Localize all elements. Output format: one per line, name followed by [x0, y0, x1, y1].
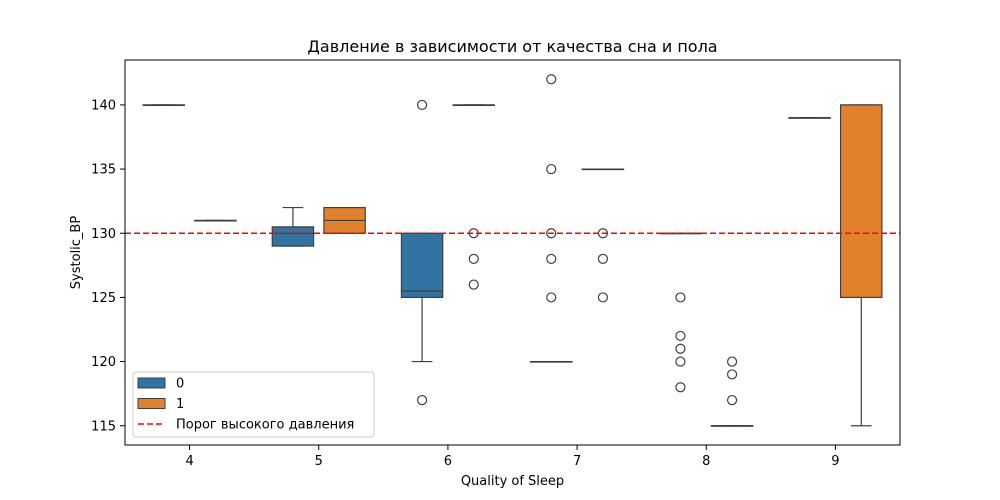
y-axis-label: Systolic_BP — [69, 216, 84, 290]
outlier-point — [675, 356, 686, 367]
legend-label: Порог высокого давления — [176, 418, 354, 433]
box-group — [142, 104, 186, 107]
outlier-point — [468, 253, 479, 265]
x-tick-label: 4 — [185, 454, 193, 469]
outlier-point — [416, 99, 428, 111]
outlier-point — [597, 253, 609, 265]
x-axis-label: Quality of Sleep — [461, 474, 564, 489]
outlier-point — [726, 356, 738, 367]
axes: 115 120 125 130 135 140 4 5 6 7 8 9 — [91, 98, 839, 469]
outlier-point — [675, 343, 686, 354]
chart-title: Давление в зависимости от качества сна и… — [307, 37, 717, 56]
outlier-point — [546, 253, 557, 265]
box-group — [581, 168, 625, 303]
y-tick-label: 115 — [91, 419, 116, 434]
outlier-point — [726, 369, 738, 380]
x-tick-label: 8 — [702, 454, 710, 469]
outlier-point — [675, 330, 686, 342]
outlier-point — [468, 279, 479, 290]
box — [839, 104, 883, 299]
outlier-point — [546, 292, 557, 303]
y-tick-label: 135 — [91, 163, 116, 178]
legend-box — [132, 371, 375, 438]
outlier-point — [675, 292, 686, 303]
box-group — [529, 74, 573, 363]
x-tick-label: 6 — [444, 454, 452, 469]
y-tick-label: 120 — [91, 355, 116, 370]
box-group — [710, 356, 754, 427]
x-tick-label: 5 — [315, 454, 323, 469]
outlier-point — [546, 163, 557, 175]
outlier-point — [546, 74, 557, 85]
plot-area — [125, 74, 900, 427]
x-tick-label: 7 — [573, 454, 581, 469]
box — [400, 232, 444, 299]
box — [271, 226, 315, 247]
box-group — [788, 117, 831, 119]
legend-swatch — [137, 398, 166, 409]
box-group — [839, 104, 883, 427]
legend-swatch — [137, 377, 166, 389]
y-tick-label: 125 — [91, 291, 116, 306]
outlier-point — [675, 382, 686, 393]
box-group — [194, 219, 237, 222]
plot-frame — [124, 59, 901, 446]
legend-label: 1 — [176, 397, 184, 412]
x-tick-label: 9 — [831, 454, 839, 469]
box-group — [323, 206, 366, 234]
outlier-point — [726, 394, 738, 406]
outlier-point — [546, 228, 557, 239]
outlier-point — [416, 394, 428, 406]
outlier-point — [597, 292, 609, 303]
legend: 0 1 Порог высокого давления — [132, 371, 375, 438]
y-tick-label: 130 — [91, 227, 116, 242]
legend-label: 0 — [176, 377, 184, 392]
box-group — [400, 99, 444, 406]
y-tick-label: 140 — [91, 98, 116, 113]
